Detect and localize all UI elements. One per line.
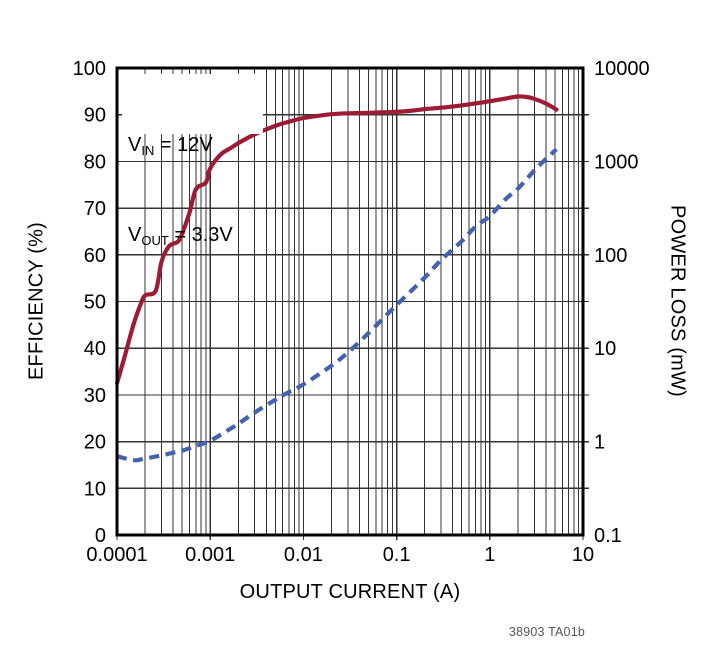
figure-id-label: 38903 TA01b: [508, 625, 585, 639]
y-left-tick-label: 20: [84, 432, 106, 454]
y-right-tick-label: 10000: [594, 58, 650, 80]
vin-subscript: IN: [141, 143, 155, 158]
conditions-annotation: VIN = 12V VOUT = 3.3V: [122, 74, 263, 248]
y-left-tick-label: 10: [84, 478, 106, 500]
x-tick-label: 1: [484, 544, 495, 566]
vout-symbol: V: [128, 224, 142, 246]
y-left-tick-label: 60: [84, 245, 106, 267]
y-left-tick-label: 40: [84, 338, 106, 360]
y-right-tick-label: 100: [594, 245, 627, 267]
y-right-tick-label: 1: [594, 432, 605, 454]
y-left-tick-label: 70: [84, 198, 106, 220]
x-tick-label: 0.0001: [86, 544, 147, 566]
x-tick-label: 0.1: [383, 544, 411, 566]
y-left-tick-label: 50: [84, 292, 106, 314]
vout-value: = 3.3V: [168, 224, 233, 246]
y-right-tick-label: 1000: [594, 151, 639, 173]
y-left-tick-label: 30: [84, 385, 106, 407]
x-tick-label: 10: [572, 544, 594, 566]
y-right-tick-label: 10: [594, 338, 616, 360]
left-axis-title: EFFICIENCY (%): [25, 222, 48, 380]
vout-condition: VOUT = 3.3V: [128, 221, 263, 255]
x-axis-title: OUTPUT CURRENT (A): [239, 581, 461, 603]
gridlines: [116, 68, 589, 540]
efficiency-curve: [114, 94, 559, 386]
power-loss-curve: [116, 147, 558, 463]
right-axis-title: POWER LOSS (mW): [666, 205, 689, 397]
y-left-tick-label: 100: [73, 58, 106, 80]
plot-border: [115, 66, 585, 537]
y-right-tick-label: 0.1: [594, 525, 622, 547]
y-left-tick-label: 90: [84, 105, 106, 127]
x-tick-label: 0.01: [284, 544, 323, 566]
vin-symbol: V: [128, 134, 142, 156]
vin-value: = 12V: [154, 134, 213, 156]
y-left-tick-label: 0: [95, 525, 106, 547]
x-tick-label: 0.001: [185, 544, 235, 566]
vin-condition: VIN = 12V: [128, 131, 263, 165]
tick-labels: 10090807060504030201001000010001001010.1…: [73, 58, 650, 566]
vout-subscript: OUT: [141, 233, 169, 248]
y-left-tick-label: 80: [84, 151, 106, 173]
